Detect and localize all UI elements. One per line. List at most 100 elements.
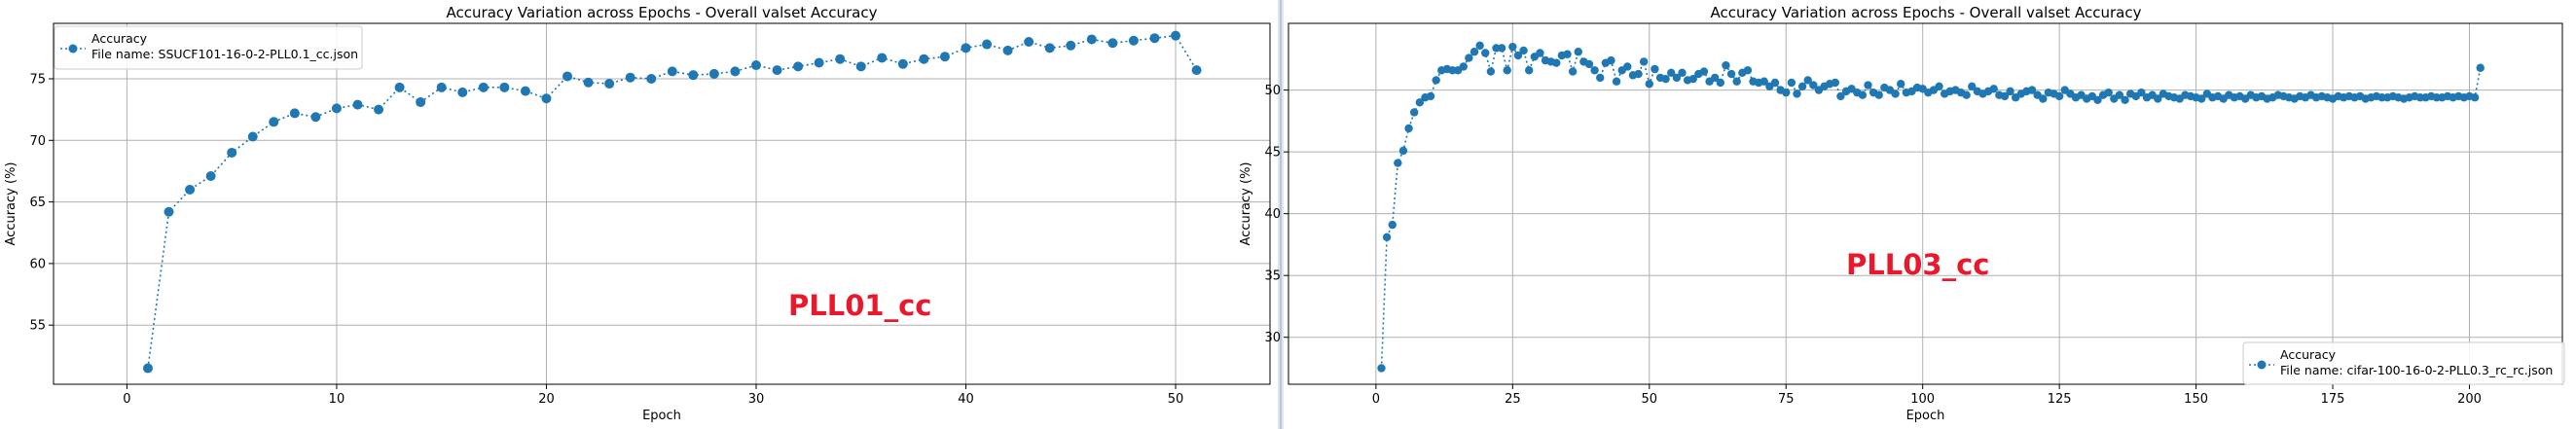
data-point (227, 147, 237, 158)
y-tick-label: 65 (29, 196, 46, 210)
legend-box (54, 25, 363, 70)
y-tick-label: 40 (1264, 207, 1281, 222)
data-point (750, 60, 761, 71)
chart-title: Accuracy Variation across Epochs - Overa… (1711, 4, 2142, 21)
data-point (1809, 81, 1818, 89)
data-point (855, 61, 866, 72)
legend-file-label: File name: cifar-100-16-0-2-PLL0.3_rc_rc… (2280, 363, 2553, 377)
panel-divider-line (1280, 0, 1282, 429)
data-point (1563, 50, 1572, 58)
data-point (1481, 49, 1490, 57)
data-point (2000, 91, 2010, 101)
x-tick-label: 30 (748, 392, 765, 407)
data-point (1398, 146, 1408, 156)
data-point (1524, 66, 1534, 75)
data-point (667, 66, 677, 77)
data-point (562, 71, 573, 82)
data-point (1726, 69, 1736, 79)
data-point (2027, 86, 2037, 94)
chart-title: Accuracy Variation across Epochs - Overa… (447, 4, 878, 21)
data-point (1002, 45, 1013, 55)
data-point (1797, 82, 1807, 91)
data-point (646, 73, 657, 84)
data-point (919, 54, 929, 64)
data-point (1107, 38, 1118, 49)
data-point (1699, 67, 1709, 76)
data-point (520, 86, 530, 96)
x-tick-label: 50 (1642, 392, 1658, 407)
data-point (1086, 34, 1097, 45)
data-point (1678, 68, 1687, 78)
data-point (1874, 90, 1883, 99)
data-point (2054, 91, 2064, 101)
data-point (961, 43, 971, 54)
x-axis-label: Epoch (1906, 409, 1945, 423)
data-point (1836, 91, 1845, 101)
data-point (1432, 76, 1440, 85)
data-point (352, 99, 363, 110)
data-point (1465, 54, 1473, 62)
data-point (1394, 159, 1402, 167)
data-point (1536, 49, 1544, 57)
data-point (688, 70, 699, 81)
data-point (1803, 76, 1812, 85)
data-point (394, 82, 405, 92)
data-point (1513, 51, 1523, 60)
x-tick-label: 200 (2457, 392, 2482, 407)
data-point (247, 131, 258, 142)
data-point (416, 97, 426, 108)
x-tick-label: 20 (538, 392, 555, 407)
data-point (2470, 93, 2480, 102)
data-point (2039, 94, 2048, 103)
data-point (1989, 85, 1998, 93)
data-point (772, 65, 782, 76)
y-tick-label: 35 (1264, 269, 1281, 284)
annotation-label: PLL03_cc (1846, 248, 1989, 281)
data-point (1688, 74, 1697, 84)
data-point (1508, 42, 1517, 52)
data-point (310, 112, 321, 123)
data-point (1831, 78, 1840, 88)
data-point (1410, 108, 1419, 117)
y-tick-label: 60 (29, 257, 46, 271)
data-point (1732, 77, 1741, 86)
plot-frame (1288, 22, 2563, 385)
data-point (1864, 81, 1872, 89)
data-point (1782, 88, 1791, 97)
x-tick-label: 150 (2184, 392, 2208, 407)
data-point (1743, 66, 1753, 75)
data-point (185, 184, 196, 195)
data-point (604, 79, 615, 89)
data-point (939, 52, 950, 62)
data-point (1623, 62, 1632, 71)
legend-file-label: File name: SSUCF101-16-0-2-PLL0.1_cc.jso… (91, 47, 358, 61)
data-point (1596, 73, 1605, 83)
data-point (1935, 82, 1943, 91)
x-tick-label: 0 (123, 392, 130, 407)
data-point (1475, 41, 1484, 51)
data-point (1377, 364, 1386, 373)
data-point (1574, 48, 1582, 56)
data-point (269, 117, 279, 127)
data-point (730, 66, 741, 77)
legend-series-label: Accuracy (91, 31, 148, 46)
y-tick-label: 45 (1264, 146, 1281, 161)
plot-frame (53, 22, 1271, 385)
legend-series-label: Accuracy (2280, 347, 2337, 362)
data-point (457, 87, 468, 97)
y-tick-label: 50 (1264, 84, 1281, 98)
data-point (982, 39, 993, 50)
data-point (583, 77, 594, 88)
legend-marker (2257, 360, 2267, 370)
data-point (793, 61, 804, 72)
annotation-label: PLL01_cc (788, 289, 931, 322)
data-point (1858, 90, 1868, 99)
data-point (1552, 58, 1561, 67)
data-point (1672, 73, 1682, 83)
data-point (1770, 78, 1780, 88)
data-point (625, 72, 635, 83)
data-point (708, 68, 719, 79)
data-point (2197, 94, 2206, 103)
x-tick-label: 10 (329, 392, 345, 407)
